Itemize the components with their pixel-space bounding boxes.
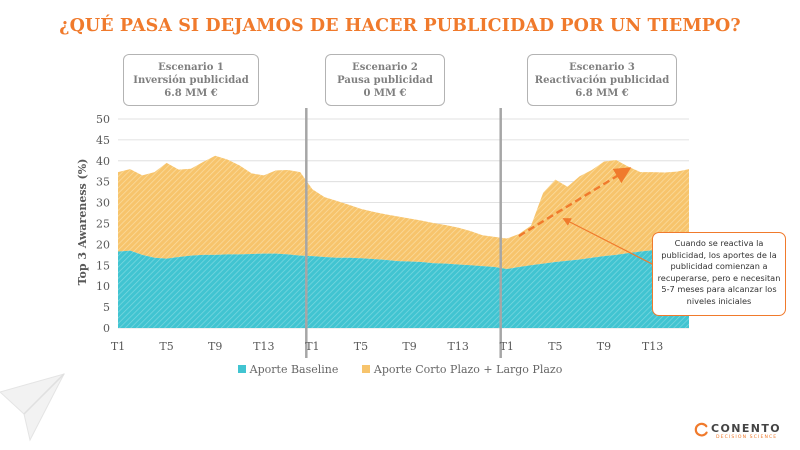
scenario-3-name: Escenario 3: [569, 62, 635, 73]
x-tick-label: T1: [111, 340, 125, 353]
legend-swatch-short-long: [361, 365, 370, 373]
scenario-1-name: Escenario 1: [158, 62, 224, 73]
scenario-2-desc: Pausa publicidad: [337, 75, 433, 86]
x-tick-label: T13: [642, 340, 663, 353]
y-tick-label: 15: [96, 259, 110, 272]
scenario-3-amount: 6.8 MM €: [575, 88, 629, 99]
scenario-box-3: Escenario 3 Reactivación publicidad 6.8 …: [527, 54, 677, 106]
chart-legend: Aporte Baseline Aporte Corto Plazo + Lar…: [0, 363, 800, 376]
paper-plane-icon: [0, 373, 65, 442]
x-tick-label: T9: [402, 340, 416, 353]
y-tick-label: 10: [96, 280, 110, 293]
scenario-1-desc: Inversión publicidad: [133, 75, 249, 86]
x-tick-label: T9: [597, 340, 611, 353]
x-tick-label: T5: [354, 340, 368, 353]
x-tick-label: T13: [447, 340, 468, 353]
scenario-box-2: Escenario 2 Pausa publicidad 0 MM €: [325, 54, 445, 106]
conento-logo-icon: [694, 422, 708, 437]
logo-name: CONENTO: [711, 422, 782, 435]
page-title: ¿QUÉ PASA SI DEJAMOS DE HACER PUBLICIDAD…: [59, 16, 741, 36]
x-tick-label: T1: [305, 340, 319, 353]
legend-label-short-long: Aporte Corto Plazo + Largo Plazo: [373, 363, 563, 376]
scenario-box-1: Escenario 1 Inversión publicidad 6.8 MM …: [123, 54, 259, 106]
x-tick-label: T5: [159, 340, 173, 353]
legend-swatch-baseline: [237, 365, 246, 373]
series-area-baseline: [118, 246, 689, 328]
y-tick-label: 35: [96, 176, 110, 189]
legend-item-baseline: Aporte Baseline: [237, 363, 339, 376]
x-tick-label: T5: [548, 340, 562, 353]
y-tick-label: 30: [96, 197, 110, 210]
scenario-1-amount: 6.8 MM €: [164, 88, 218, 99]
y-tick-label: 0: [103, 322, 110, 335]
x-tick-label: T1: [500, 340, 514, 353]
y-tick-label: 25: [96, 218, 110, 231]
y-tick-label: 40: [96, 155, 110, 168]
y-tick-label: 5: [103, 301, 110, 314]
callout-pointer: [562, 218, 657, 267]
scenario-2-name: Escenario 2: [352, 62, 418, 73]
callout-note: Cuando se reactiva la publicidad, los ap…: [652, 232, 786, 316]
legend-item-short-long: Aporte Corto Plazo + Largo Plazo: [361, 363, 563, 376]
y-tick-label: 20: [96, 238, 110, 251]
legend-label-baseline: Aporte Baseline: [249, 363, 339, 376]
x-tick-label: T9: [208, 340, 222, 353]
y-axis-label: Top 3 Awareness (%): [76, 159, 89, 286]
scenario-2-amount: 0 MM €: [363, 88, 407, 99]
y-tick-label: 50: [96, 113, 110, 126]
scenario-3-desc: Reactivación publicidad: [534, 75, 670, 86]
series-area-short-long-term: [118, 155, 689, 270]
x-tick-label: T13: [253, 340, 274, 353]
logo-subtitle: DECISION SCIENCE: [716, 435, 778, 440]
y-tick-label: 45: [96, 134, 110, 147]
